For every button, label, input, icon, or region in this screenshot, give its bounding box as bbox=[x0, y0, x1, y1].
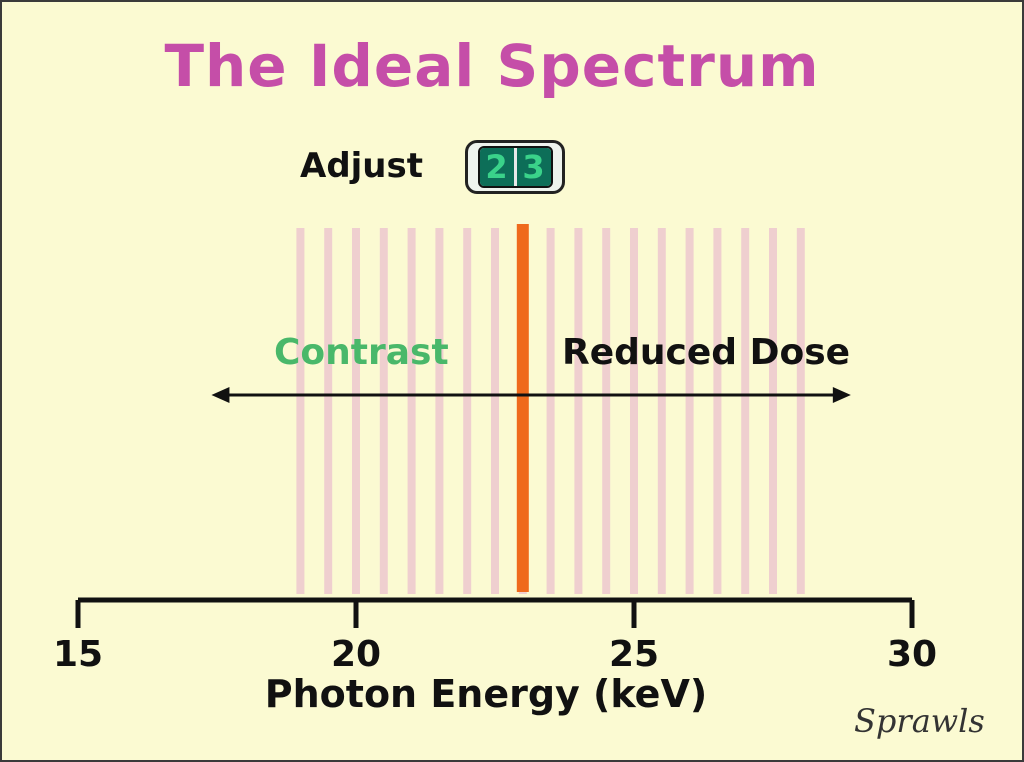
axis-tick-label: 25 bbox=[609, 634, 659, 675]
slide-title: The Ideal Spectrum bbox=[164, 32, 820, 100]
energy-marker-line bbox=[516, 224, 529, 592]
spectrum-stripe bbox=[296, 228, 305, 594]
arrow-head-right bbox=[832, 387, 851, 403]
axis-tick-label: 20 bbox=[331, 634, 381, 675]
spectrum-stripe bbox=[352, 228, 360, 594]
spectrum-stripe bbox=[463, 228, 472, 594]
spectrum-stripe bbox=[685, 228, 694, 594]
axis-ticks: 15 20 25 30 bbox=[53, 600, 937, 675]
counter-display: 2 3 bbox=[477, 146, 553, 188]
spectrum-stripe bbox=[713, 228, 722, 594]
spectrum-stripe bbox=[769, 228, 777, 594]
spectrum-stripe bbox=[657, 228, 666, 594]
kv-counter[interactable]: 2 3 bbox=[465, 140, 565, 194]
spectrum-stripe bbox=[741, 228, 750, 594]
adjust-label: Adjust bbox=[300, 146, 424, 186]
counter-digit-tens: 2 bbox=[479, 148, 514, 186]
axis-title: Photon Energy (keV) bbox=[264, 672, 708, 716]
spectrum-stripe bbox=[379, 228, 388, 594]
spectrum-stripe bbox=[796, 228, 805, 594]
energy-axis: 15 20 25 30 bbox=[53, 597, 937, 675]
reduced-dose-label: Reduced Dose bbox=[562, 332, 851, 373]
spectrum-stripes bbox=[296, 228, 805, 594]
axis-tick-label: 30 bbox=[887, 634, 937, 675]
spectrum-stripe bbox=[602, 228, 611, 594]
spectrum-stripe bbox=[435, 228, 444, 594]
spectrum-stripe bbox=[407, 228, 416, 594]
spectrum-stripe bbox=[574, 228, 583, 594]
spectrum-stripe bbox=[630, 228, 638, 594]
spectrum-stripe bbox=[491, 228, 499, 594]
spectrum-stripe bbox=[324, 228, 333, 594]
double-arrow bbox=[211, 387, 851, 403]
contrast-label: Contrast bbox=[274, 332, 449, 373]
counter-digit-ones: 3 bbox=[513, 148, 551, 186]
arrow-head-left bbox=[211, 387, 230, 403]
spectrum-stripe bbox=[546, 228, 555, 594]
axis-tick-label: 15 bbox=[53, 634, 103, 675]
author-signature: Sprawls bbox=[854, 702, 985, 740]
